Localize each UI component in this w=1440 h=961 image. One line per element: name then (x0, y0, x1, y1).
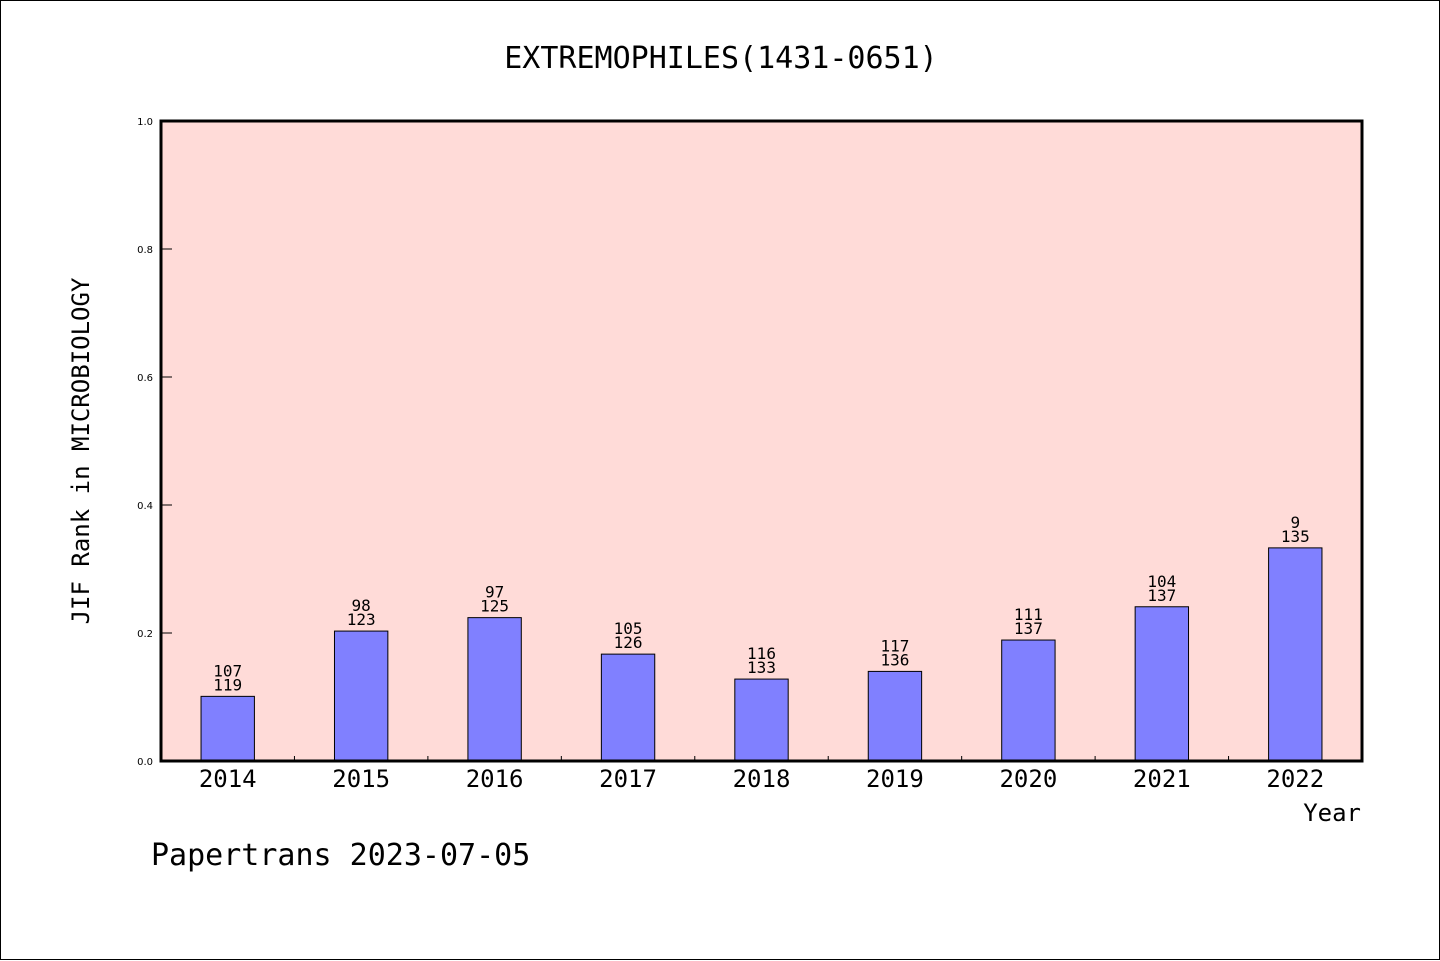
y-axis-title: JIF Rank in MICROBIOLOGY (67, 277, 95, 624)
bar-total-label: 125 (480, 597, 509, 616)
bar-rank-label: 117 (880, 636, 909, 655)
bar-2022 (1268, 547, 1323, 762)
plot-border (159, 119, 1364, 763)
bar-rank-label: 116 (747, 644, 776, 663)
y-tick-label: 1.0 (137, 117, 153, 128)
bar-total-label: 136 (880, 650, 909, 669)
bar-total-label: 137 (1147, 586, 1176, 605)
bar-total-label: 133 (747, 658, 776, 677)
y-axis: 0.0 0.2 0.4 0.6 0.8 1.0 (137, 117, 172, 768)
y-tick-label: 0.6 (137, 373, 153, 384)
bars-group (200, 547, 1323, 762)
x-axis-title: Year (1303, 799, 1361, 827)
bar-total-label: 135 (1281, 527, 1310, 546)
bar-2016 (467, 617, 522, 762)
y-tick-label: 0.8 (137, 245, 153, 256)
x-axis: 2014 2015 2016 2017 2018 2019 2020 2021 2022 (199, 756, 1324, 793)
bar-labels-group: 1071199812397125105126116133117136111137… (213, 513, 1309, 694)
bar-rank-label: 9 (1290, 513, 1300, 532)
bar-rank-label: 107 (213, 661, 242, 680)
bar-total-label: 123 (347, 610, 376, 629)
x-tick-label: 2022 (1266, 765, 1324, 793)
bar-rank-label: 104 (1147, 572, 1176, 591)
bar-2020 (1001, 639, 1056, 762)
footer-text: Papertrans 2023-07-05 (151, 838, 530, 873)
x-tick-label: 2018 (733, 765, 791, 793)
bar-total-label: 119 (213, 675, 242, 694)
bar-2017 (600, 653, 656, 762)
bar-2014 (200, 695, 255, 762)
x-tick-label: 2016 (466, 765, 524, 793)
y-tick-label: 0.0 (137, 757, 153, 768)
x-tick-label: 2019 (866, 765, 924, 793)
chart-title: EXTREMOPHILES(1431-0651) (504, 41, 937, 76)
x-tick-label: 2020 (999, 765, 1057, 793)
x-tick-label: 2021 (1133, 765, 1191, 793)
bar-2019 (867, 670, 923, 762)
bar-2015 (333, 630, 389, 762)
bar-rank-label: 97 (485, 583, 504, 602)
bar-rank-label: 105 (614, 619, 643, 638)
bar-2021 (1134, 606, 1190, 762)
x-tick-label: 2017 (599, 765, 657, 793)
y-tick-label: 0.4 (137, 501, 153, 512)
y-tick-label: 0.2 (137, 629, 153, 640)
x-tick-label: 2015 (332, 765, 390, 793)
bar-2018 (734, 678, 789, 762)
bar-rank-label: 98 (352, 596, 371, 615)
bar-rank-label: 111 (1014, 605, 1043, 624)
bar-total-label: 137 (1014, 619, 1043, 638)
x-tick-label: 2014 (199, 765, 257, 793)
bar-total-label: 126 (614, 633, 643, 652)
